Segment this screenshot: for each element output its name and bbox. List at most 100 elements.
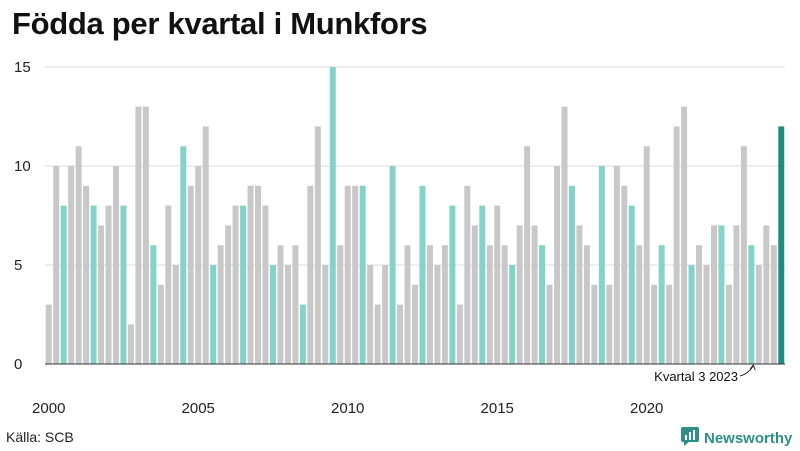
bar [359,185,366,364]
bar [307,185,314,364]
bar [299,304,306,364]
bar [628,205,635,364]
bar [681,106,688,364]
bar [292,245,299,364]
brand-name: Newsworthy [704,430,793,447]
bar [576,225,583,364]
bar [157,284,164,364]
y-axis-ticks: 0 5 10 15 [14,59,31,373]
bar [98,225,105,364]
bar [591,284,598,364]
bar [232,205,239,364]
bar [568,185,575,364]
bar [748,245,755,364]
bar [352,185,359,364]
y-tick-label: 5 [14,257,22,274]
bar [419,185,426,364]
x-tick-label: 2015 [481,400,514,417]
bar [120,205,127,364]
x-tick-label: 2010 [331,400,364,417]
bar [217,245,224,364]
bar [471,225,478,364]
bar [770,245,777,364]
bar [711,225,717,364]
bar [210,265,217,364]
bar [60,205,67,364]
bar [105,205,112,364]
bar [434,265,441,364]
annotation-arrow [739,365,754,377]
bar [180,146,187,364]
bar [322,265,329,364]
bar [725,284,732,364]
x-tick-label: 2000 [32,400,65,417]
bar [733,225,740,364]
chart-logo-icon [680,426,700,451]
bar [651,284,658,364]
bar [763,225,770,364]
bar [262,205,269,364]
bar [554,166,561,364]
bar [225,225,232,364]
bar [68,166,75,364]
bar [539,245,546,364]
bar [150,245,157,364]
bar [561,106,568,364]
bar [688,265,695,364]
bar [755,265,762,364]
annotation-arrowhead [749,363,756,371]
bar [374,304,381,364]
bar [703,265,710,364]
bar [464,185,471,364]
bar [202,126,209,365]
bar [531,225,538,364]
bar [441,245,448,364]
bar [412,284,418,364]
bars [45,67,785,365]
bar [740,146,747,364]
bar [486,245,493,364]
y-tick-label: 15 [14,59,31,76]
bar [397,304,404,364]
bar [284,265,291,364]
x-tick-label: 2020 [630,400,663,417]
y-tick-label: 0 [14,356,22,373]
bar [75,146,82,364]
bar [501,245,508,364]
bar [45,304,52,364]
annotation: Kvartal 3 2023 [654,363,756,384]
bar [187,185,194,364]
bar [127,324,134,364]
bar [546,284,553,364]
bar [240,205,247,364]
bar [367,265,374,364]
bar [344,185,351,364]
bar [621,185,628,364]
bar [426,245,433,364]
bar [449,205,456,364]
bar [135,106,142,364]
bar [165,205,172,364]
bar [142,106,149,364]
bar [778,126,785,365]
x-axis-ticks: 2000 2005 2010 2015 2020 [32,400,663,417]
bar [172,265,179,364]
y-tick-label: 10 [14,158,31,175]
bar [337,245,344,364]
bar [606,284,613,364]
annotation-label: Kvartal 3 2023 [654,369,738,384]
bar [696,245,703,364]
x-tick-label: 2005 [182,400,215,417]
bar [329,67,336,364]
bar [718,225,725,364]
source-note: Källa: SCB [6,429,74,445]
bar [53,166,60,364]
bar [382,265,389,364]
bar [277,245,284,364]
bar [314,126,321,365]
bar [583,245,590,364]
brand-logo[interactable]: Newsworthy [680,426,792,451]
bar [113,166,119,364]
bar [195,166,202,364]
